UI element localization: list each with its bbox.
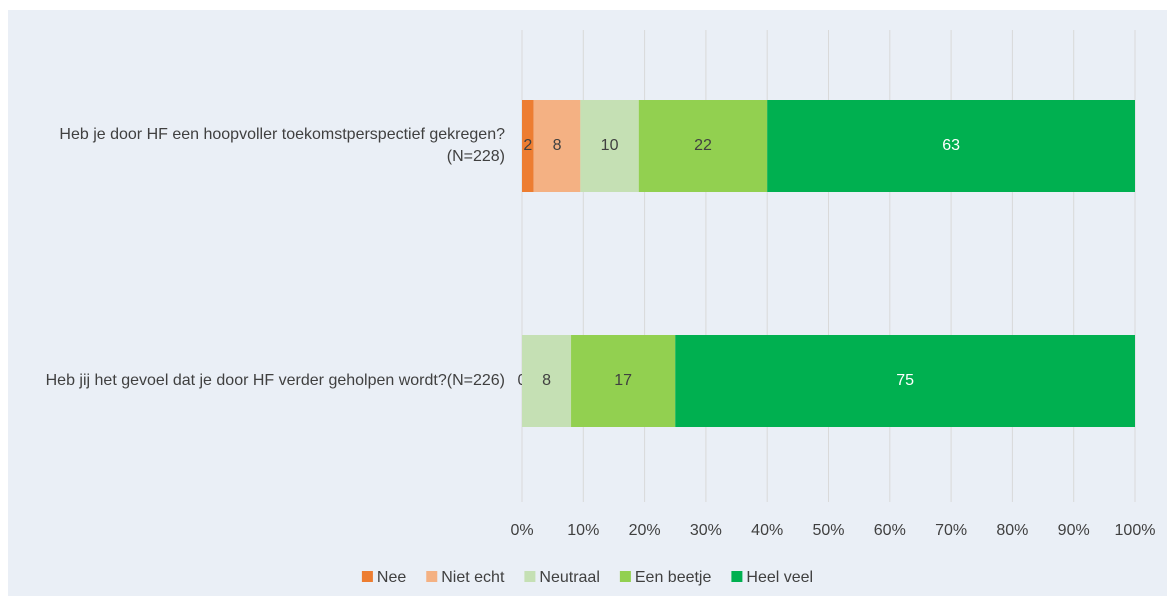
bar-segment bbox=[767, 100, 1135, 192]
x-tick-label: 30% bbox=[690, 522, 722, 539]
legend-label: Een beetje bbox=[635, 569, 712, 586]
legend-label: Nee bbox=[377, 569, 406, 586]
data-label: 75 bbox=[896, 372, 914, 389]
legend-label: Neutraal bbox=[539, 569, 599, 586]
legend-swatch bbox=[619, 571, 631, 582]
data-label: 8 bbox=[542, 372, 551, 389]
x-tick-label: 50% bbox=[812, 522, 844, 539]
category-label: Heb je door HF een hoopvoller toekomstpe… bbox=[59, 126, 505, 165]
x-tick-label: 20% bbox=[629, 522, 661, 539]
data-label: 63 bbox=[942, 137, 960, 154]
data-label: 17 bbox=[614, 372, 632, 389]
bar-segment bbox=[522, 335, 572, 427]
x-tick-label: 10% bbox=[567, 522, 599, 539]
bar-segment bbox=[533, 100, 581, 192]
legend-swatch bbox=[524, 571, 536, 582]
legend-label: Heel veel bbox=[746, 569, 813, 586]
legend-swatch bbox=[361, 571, 373, 582]
bar-segment bbox=[522, 100, 534, 192]
bar-segment bbox=[580, 100, 639, 192]
data-label: 22 bbox=[694, 137, 712, 154]
data-label: 8 bbox=[553, 137, 562, 154]
bar-segment bbox=[638, 100, 768, 192]
data-label: 10 bbox=[601, 137, 619, 154]
bar-segment bbox=[571, 335, 676, 427]
category-label: Heb jij het gevoel dat je door HF verder… bbox=[45, 372, 505, 389]
legend-swatch bbox=[731, 571, 743, 582]
data-label: 2 bbox=[523, 137, 532, 154]
x-tick-label: 60% bbox=[874, 522, 906, 539]
x-tick-label: 100% bbox=[1115, 522, 1156, 539]
x-tick-label: 80% bbox=[996, 522, 1028, 539]
x-tick-label: 40% bbox=[751, 522, 783, 539]
legend-label: Niet echt bbox=[441, 569, 505, 586]
x-tick-label: 70% bbox=[935, 522, 967, 539]
chart-background bbox=[8, 10, 1167, 596]
x-tick-label: 90% bbox=[1058, 522, 1090, 539]
x-tick-label: 0% bbox=[510, 522, 533, 539]
bar-segment bbox=[675, 335, 1135, 427]
legend-swatch bbox=[426, 571, 438, 582]
